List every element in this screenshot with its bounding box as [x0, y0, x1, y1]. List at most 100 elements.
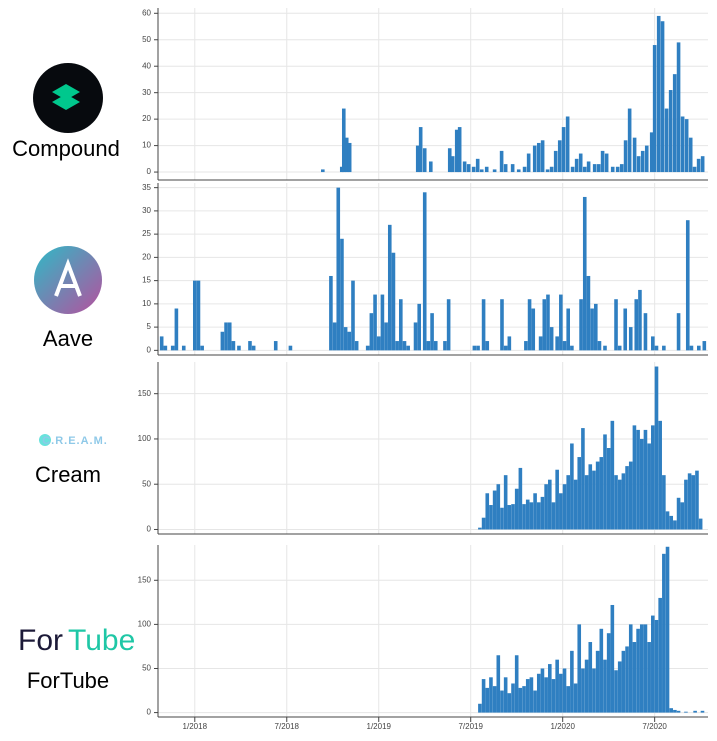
- bar: [511, 683, 515, 713]
- bar: [665, 511, 670, 530]
- bar: [643, 624, 648, 713]
- y-tick-label: 0: [147, 167, 152, 176]
- bar: [499, 150, 504, 173]
- bar: [336, 187, 341, 351]
- bar: [662, 475, 666, 530]
- bar: [693, 710, 697, 713]
- bar: [669, 515, 674, 530]
- bar: [522, 686, 526, 713]
- bar: [518, 687, 523, 713]
- chart-label: Compound: [12, 136, 120, 161]
- bar: [566, 308, 571, 351]
- bar: [418, 127, 423, 173]
- bar: [399, 299, 403, 351]
- bar: [578, 153, 583, 173]
- bar: [511, 504, 515, 530]
- bar: [636, 156, 641, 173]
- bar: [196, 280, 201, 351]
- bar: [581, 428, 585, 530]
- bar: [644, 145, 649, 173]
- bar: [351, 280, 355, 351]
- bar: [658, 420, 662, 530]
- cream-logo: [39, 434, 51, 446]
- bar: [549, 166, 554, 173]
- bar: [582, 166, 587, 173]
- bar: [684, 119, 689, 173]
- bar: [592, 668, 596, 713]
- bar: [658, 597, 662, 713]
- bar: [689, 345, 694, 351]
- bar: [533, 493, 537, 530]
- bar: [524, 341, 528, 351]
- bar: [582, 196, 587, 351]
- x-tick-label: 1/2020: [550, 722, 575, 731]
- bar: [507, 505, 512, 530]
- bar: [485, 493, 490, 530]
- bar: [562, 341, 567, 351]
- bar: [551, 502, 556, 530]
- bar: [481, 299, 486, 351]
- bar: [343, 327, 348, 351]
- bar: [634, 299, 639, 351]
- y-tick-label: 60: [142, 8, 151, 17]
- bar: [565, 116, 570, 173]
- bar: [288, 345, 293, 351]
- bar: [621, 473, 626, 530]
- bar: [680, 502, 685, 530]
- bar: [559, 493, 563, 530]
- bar: [536, 142, 541, 173]
- y-tick-label: 5: [147, 322, 152, 331]
- bar: [354, 341, 359, 351]
- bar: [443, 341, 447, 351]
- bar: [639, 624, 644, 713]
- bar: [500, 299, 504, 351]
- bar: [496, 484, 501, 530]
- bar: [481, 679, 486, 713]
- y-tick-label: 150: [138, 389, 152, 398]
- bar: [656, 15, 661, 173]
- bar: [510, 164, 515, 173]
- bar: [600, 150, 605, 173]
- bar: [649, 132, 654, 173]
- bar: [540, 496, 545, 530]
- bar: [540, 140, 545, 173]
- bar: [664, 108, 669, 173]
- y-tick-label: 20: [142, 252, 151, 261]
- bar: [500, 690, 504, 713]
- y-tick-label: 50: [142, 479, 151, 488]
- bar: [540, 668, 545, 713]
- bar: [651, 615, 655, 713]
- bar: [676, 710, 681, 713]
- bar: [584, 475, 589, 530]
- x-tick-label: 1/2019: [367, 722, 392, 731]
- bar: [562, 484, 567, 530]
- y-tick-label: 15: [142, 276, 151, 285]
- bar: [685, 220, 690, 351]
- bar: [559, 673, 563, 713]
- bar: [557, 140, 562, 173]
- bar: [651, 425, 655, 530]
- bar: [544, 677, 548, 713]
- bar: [651, 336, 655, 351]
- bar: [640, 150, 645, 173]
- y-tick-label: 20: [142, 114, 151, 123]
- bar: [599, 628, 604, 713]
- bar: [700, 156, 705, 173]
- bar: [476, 345, 480, 351]
- bar: [546, 294, 550, 351]
- bar: [192, 280, 197, 351]
- bar: [614, 299, 618, 351]
- bar: [559, 294, 563, 351]
- bar: [514, 488, 519, 530]
- bar: [332, 322, 337, 351]
- bar: [492, 169, 497, 173]
- bar: [163, 345, 168, 351]
- bar: [417, 303, 422, 351]
- bar: [522, 166, 527, 173]
- bar: [555, 336, 559, 351]
- bar: [532, 145, 537, 173]
- bar: [617, 345, 622, 351]
- bar: [669, 708, 674, 713]
- bar: [428, 161, 433, 173]
- bar: [518, 467, 523, 530]
